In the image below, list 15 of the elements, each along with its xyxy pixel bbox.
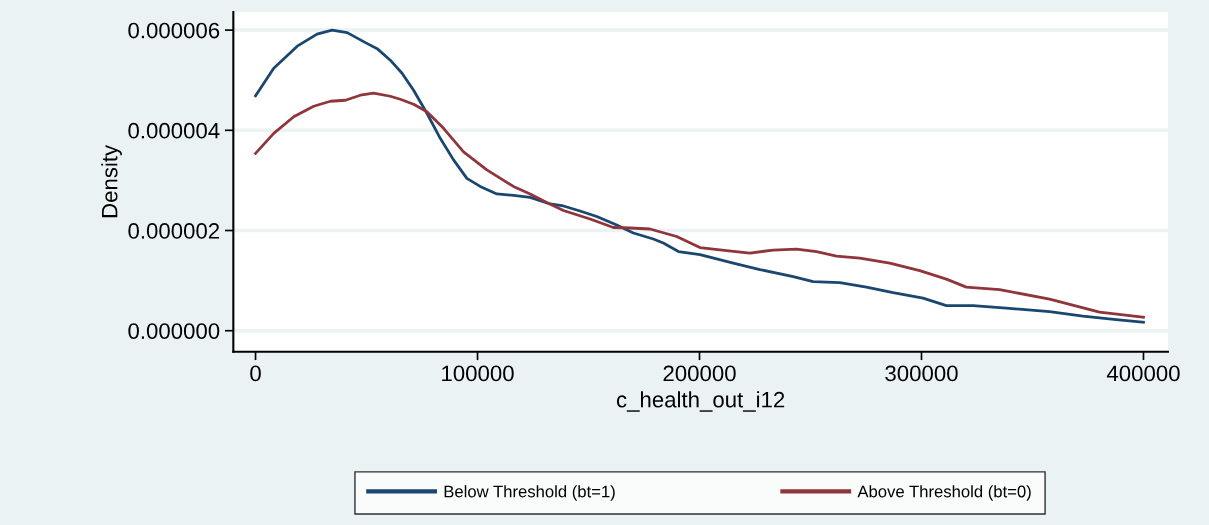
legend-label: Below Threshold (bt=1) (444, 485, 615, 501)
y-axis-title: Density (101, 144, 122, 218)
x-tick-label: 400000 (1106, 365, 1180, 382)
x-tick-label: 200000 (663, 365, 736, 382)
line-series (254, 28, 1145, 324)
x-tick-label: 300000 (885, 365, 958, 382)
x-tick-label: 100000 (442, 365, 514, 382)
legend-label: Above Threshold (bt=0) (857, 485, 1031, 501)
x-axis-title: c_health_out_i12 (616, 391, 785, 412)
x-tick-label: 0 (250, 365, 261, 382)
y-tick-label: 0.000002 (128, 223, 220, 239)
y-tick-label: 0.000006 (128, 22, 220, 39)
y-tick-label: 0.000000 (128, 323, 220, 339)
line-series (254, 91, 1145, 319)
y-tick-label: 0.000004 (128, 122, 220, 139)
